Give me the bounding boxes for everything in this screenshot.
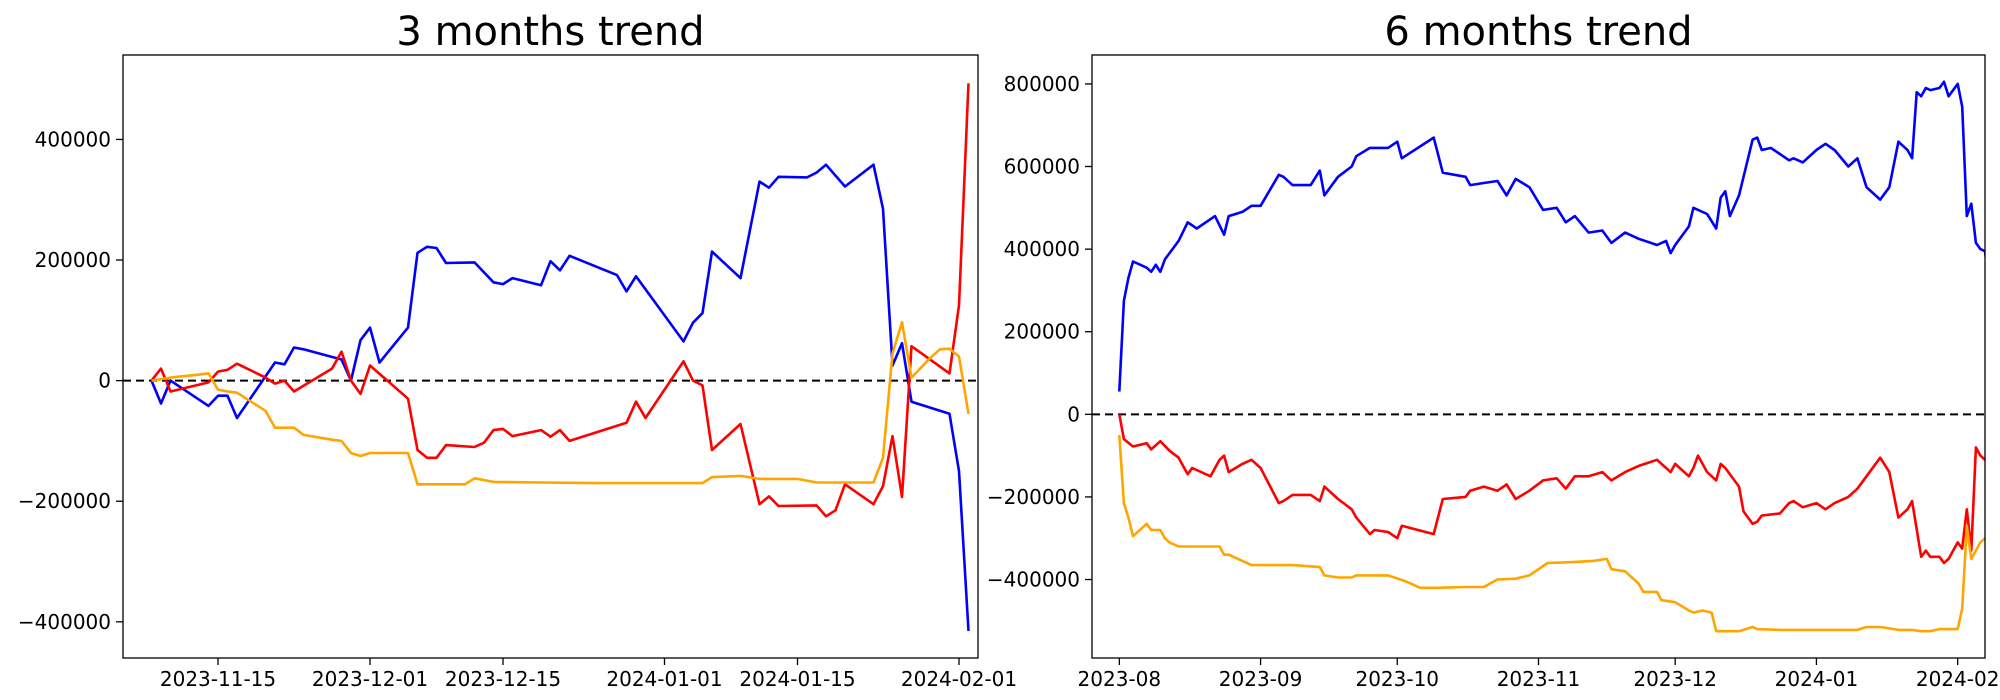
y-tick-label: 800000	[1004, 72, 1080, 96]
y-tick-label: 200000	[1004, 320, 1080, 344]
y-tick-label: 200000	[35, 248, 111, 272]
series-line-2	[1118, 434, 1985, 633]
x-tick-label: 2023-09	[1219, 667, 1303, 691]
y-tick-label: −200000	[18, 489, 111, 513]
y-tick-label: −400000	[987, 568, 1080, 592]
y-tick-label: 400000	[1004, 237, 1080, 261]
x-tick-label: 2023-12	[1633, 667, 1717, 691]
y-tick-label: −200000	[987, 485, 1080, 509]
x-tick-label: 2024-01	[1775, 667, 1859, 691]
chart-3-months: 3 months trend −400000 −200000 0 200000 40000…	[18, 9, 1017, 691]
y-tick-label: 0	[98, 369, 111, 393]
y-tick-label: −400000	[18, 610, 111, 634]
chart-title: 6 months trend	[1384, 9, 1692, 55]
x-tick-label: 2024-01-15	[739, 667, 855, 691]
y-tick-label: 600000	[1004, 155, 1080, 179]
plot-frame	[122, 54, 979, 659]
plot-frame	[1091, 54, 1986, 659]
x-tick-label: 2023-12-15	[445, 667, 561, 691]
x-tick-label: 2023-12-01	[312, 667, 428, 691]
x-tick-label: 2024-02-01	[901, 667, 1017, 691]
series-line-0	[150, 163, 970, 631]
series-line-0	[1118, 80, 1985, 392]
chart-6-months: 6 months trend −400000 −200000 0 200000 40000…	[987, 9, 2000, 691]
x-tick-label: 2023-11	[1497, 667, 1581, 691]
x-tick-label: 2024-01-01	[606, 667, 722, 691]
series-line-1	[150, 83, 970, 518]
x-tick-label: 2023-11-15	[160, 667, 276, 691]
x-tick-label: 2023-10	[1355, 667, 1439, 691]
series-line-2	[151, 320, 970, 486]
x-tick-label: 2023-08	[1078, 667, 1162, 691]
y-tick-label: 400000	[35, 127, 111, 151]
x-tick-label: 2024-02	[1916, 667, 2000, 691]
chart-title: 3 months trend	[396, 9, 704, 55]
y-tick-label: 0	[1067, 402, 1080, 426]
series-line-1	[1118, 414, 1985, 565]
